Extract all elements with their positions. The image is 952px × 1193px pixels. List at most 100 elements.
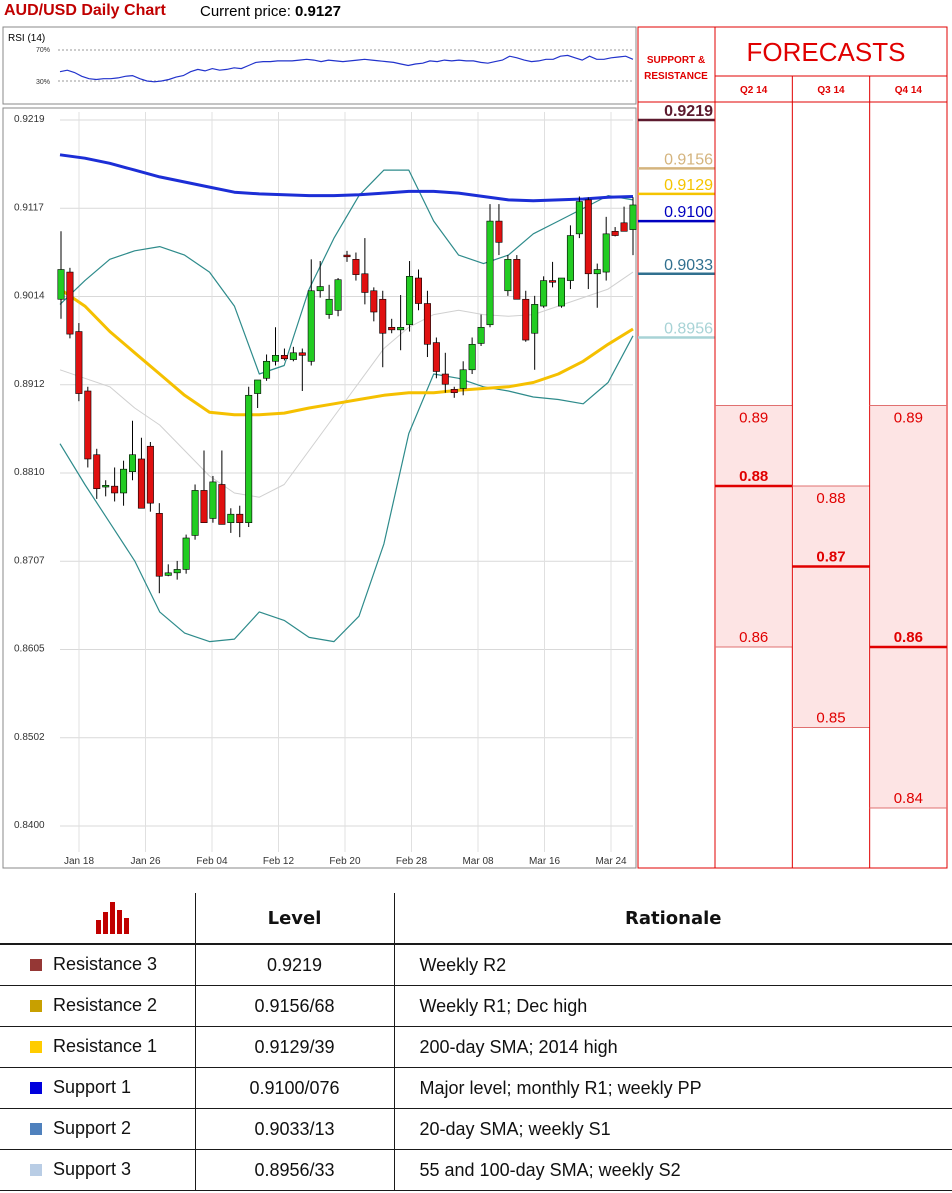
x-tick-label: Feb 28: [396, 856, 428, 867]
sr-header-line2: RESISTANCE: [644, 71, 708, 82]
candle-up: [245, 394, 253, 524]
candle-up: [602, 233, 610, 273]
level-value: 0.9100/076: [195, 1067, 395, 1109]
level-color-swatch: [30, 1000, 42, 1012]
bollinger-lower-line: [59, 335, 634, 643]
candle-up: [164, 572, 172, 576]
candle-up: [254, 379, 262, 394]
candle-down: [361, 273, 369, 293]
candle-down: [584, 199, 592, 275]
candle-down: [513, 259, 521, 300]
candle-up: [102, 485, 110, 488]
sr-level-label: 0.9100: [664, 204, 713, 221]
level-rationale: 200-day SMA; 2014 high: [394, 1026, 952, 1068]
level-rationale: 55 and 100-day SMA; weekly S2: [394, 1149, 952, 1191]
candle-up: [182, 537, 190, 570]
candle-up: [227, 513, 235, 524]
sma55-line: [59, 287, 634, 417]
table-row: Support 3 0.8956/33 55 and 100-day SMA; we…: [0, 1149, 952, 1191]
candle-up: [334, 279, 342, 311]
x-tick-label: Feb 12: [263, 856, 295, 867]
level-name-cell: Support 3: [0, 1149, 196, 1191]
candle-down: [522, 298, 530, 341]
candle-up: [459, 369, 467, 389]
candle-up: [271, 355, 279, 362]
y-tick-label: 0.9117: [14, 202, 44, 213]
sr-panel-frame: [637, 26, 716, 869]
rsi-level-70: 70%: [36, 47, 50, 54]
candle-down: [495, 220, 503, 243]
rsi-label: RSI (14): [8, 33, 45, 44]
sr-level-label: 0.8956: [664, 320, 713, 337]
candle-up: [540, 280, 548, 307]
candle-up: [289, 352, 297, 360]
sr-header-line1: SUPPORT &: [647, 55, 705, 66]
level-rationale: Major level; monthly R1; weekly PP: [394, 1067, 952, 1109]
candle-down: [298, 352, 306, 356]
current-price: Current price: 0.9127: [200, 3, 341, 20]
level-name-cell: Resistance 3: [0, 944, 196, 986]
forecast-column-label: Q4 14: [895, 85, 923, 96]
level-name: Resistance 2: [53, 995, 158, 1015]
price-panel-frame: [2, 107, 637, 869]
x-tick-label: Feb 20: [329, 856, 361, 867]
level-name-cell: Support 2: [0, 1108, 196, 1150]
forecasts-title: FORECASTS: [747, 37, 906, 67]
level-value: 0.9129/39: [195, 1026, 395, 1068]
forecast-mid-label: 0.88: [739, 468, 768, 485]
candle-down: [611, 230, 619, 236]
y-tick-label: 0.8912: [14, 379, 45, 390]
level-color-swatch: [30, 1041, 42, 1053]
level-value: 0.9156/68: [195, 985, 395, 1027]
candle-up: [486, 220, 494, 326]
level-name: Support 3: [53, 1159, 132, 1179]
level-name: Resistance 1: [53, 1036, 158, 1056]
candle-up: [209, 481, 217, 519]
level-name: Support 2: [53, 1118, 132, 1138]
forecast-mid-label: 0.87: [816, 549, 845, 566]
level-name-cell: Support 1: [0, 1067, 196, 1109]
x-tick-label: Mar 24: [595, 856, 627, 867]
level-color-swatch: [30, 1123, 42, 1135]
candle-up: [325, 298, 333, 315]
level-name: Resistance 3: [53, 954, 158, 974]
candle-down: [432, 342, 440, 372]
candle-down: [84, 390, 92, 460]
forecast-low-label: 0.85: [816, 710, 845, 727]
x-tick-label: Feb 04: [196, 856, 228, 867]
chart-bars-cell: [0, 893, 196, 945]
candle-up: [504, 259, 512, 292]
candle-up: [129, 454, 137, 473]
candle-down: [343, 254, 351, 258]
candle-down: [280, 355, 288, 360]
candle-up: [173, 569, 181, 574]
candle-down: [620, 222, 628, 232]
candle-down: [93, 454, 101, 490]
table-row: Support 2 0.9033/13 20-day SMA; weekly S1: [0, 1108, 952, 1150]
candle-down: [111, 485, 119, 494]
table-row: Support 1 0.9100/076 Major level; monthly …: [0, 1067, 952, 1109]
candle-up: [629, 204, 637, 230]
level-color-swatch: [30, 1082, 42, 1094]
chart-title: AUD/USD Daily Chart: [4, 2, 166, 19]
level-color-swatch: [30, 959, 42, 971]
candle-up: [557, 277, 565, 307]
x-tick-label: Mar 16: [529, 856, 561, 867]
candle-down: [450, 389, 458, 394]
candle-up: [566, 235, 574, 281]
candle-down: [66, 271, 74, 335]
chart-area: RSI (14) 70% 30% 0.9219 0.9117 0.9014 0.891…: [2, 26, 948, 869]
candle-up: [397, 326, 405, 331]
table-row: Resistance 3 0.9219 Weekly R2: [0, 944, 952, 986]
candle-up: [575, 201, 583, 235]
candle-down: [370, 290, 378, 313]
sr-level-label: 0.9156: [664, 151, 713, 168]
x-tick-label: Mar 08: [462, 856, 494, 867]
sma200-line: [59, 153, 634, 203]
candle-down: [218, 484, 226, 525]
forecast-range-box: [793, 486, 869, 728]
candle-up: [468, 343, 476, 371]
level-rationale: Weekly R1; Dec high: [394, 985, 952, 1027]
candle-up: [477, 326, 485, 344]
y-tick-label: 0.8707: [14, 555, 45, 566]
